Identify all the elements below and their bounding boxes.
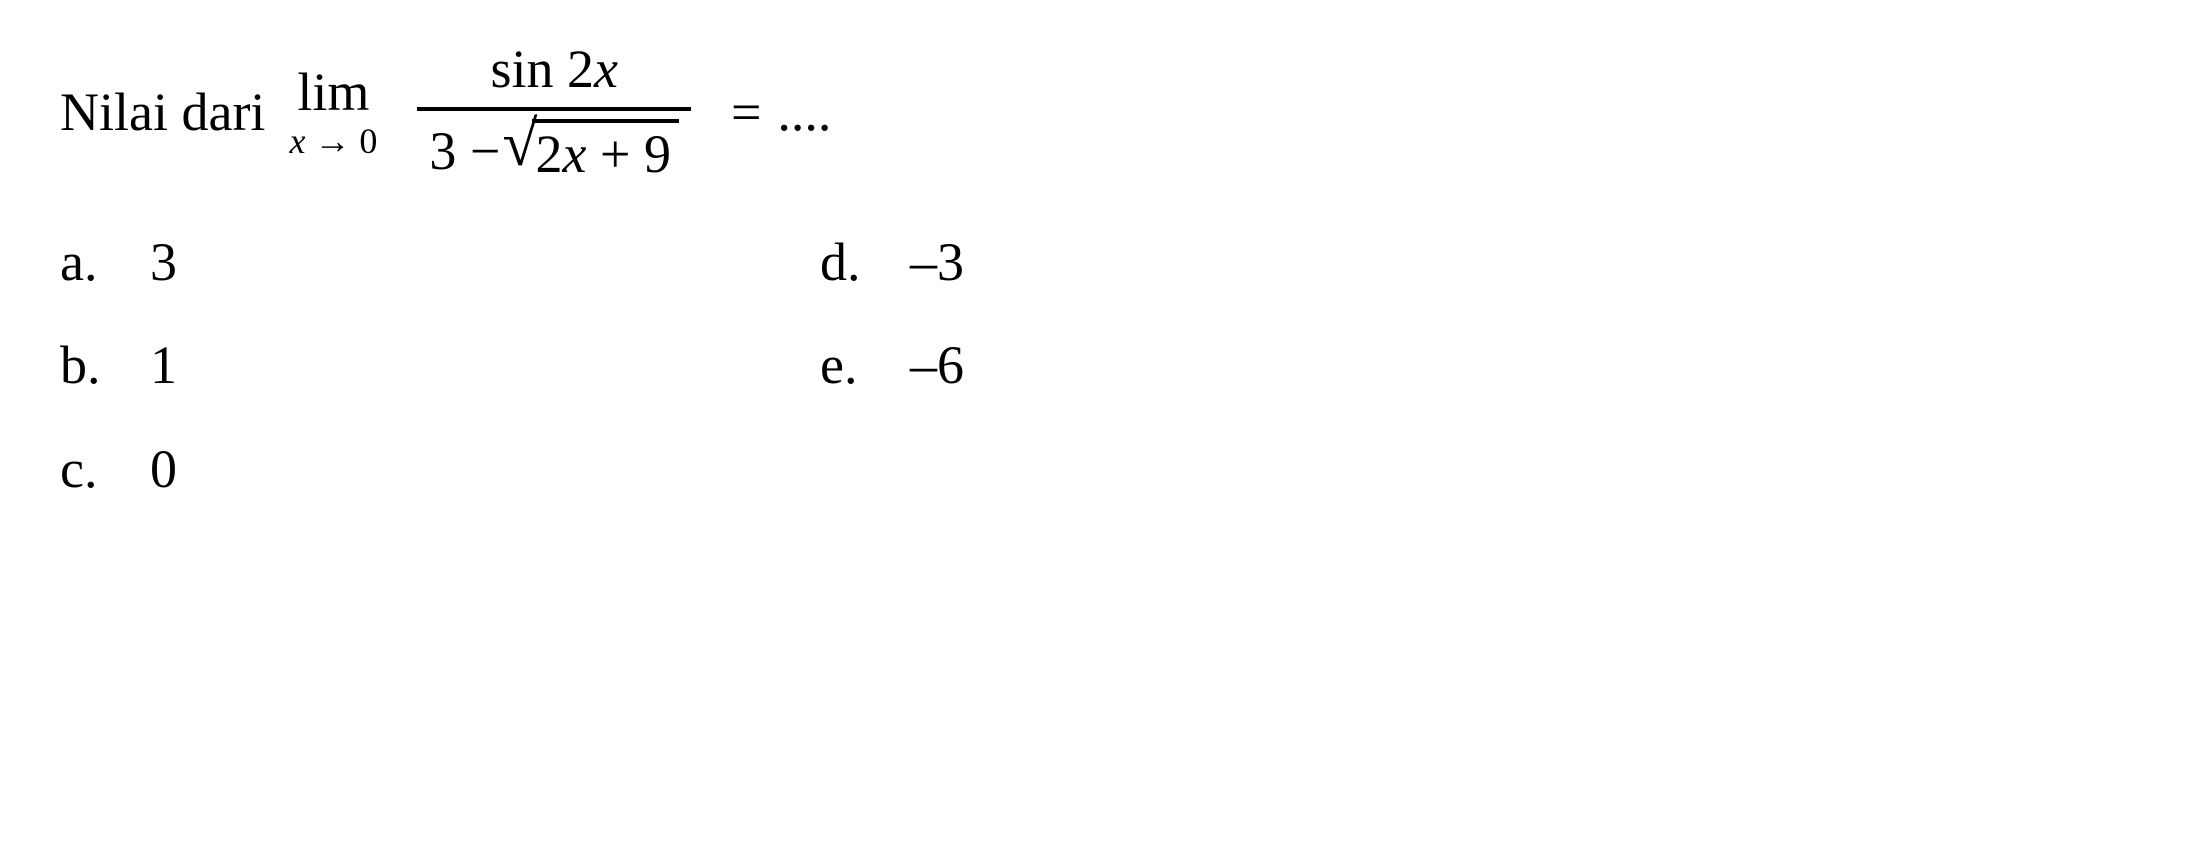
option-c: c. 0 [60, 432, 820, 508]
denom-left: 3 − [429, 122, 500, 181]
sqrt-var: x [563, 124, 587, 184]
question-suffix: = .... [731, 75, 831, 151]
arrow-icon: → [314, 120, 350, 161]
numerator-func: sin 2 [490, 39, 594, 99]
options-column-2: d. –3 e. –6 [820, 225, 964, 508]
numerator-var: x [594, 39, 618, 99]
limit-subscript: x → 0 [289, 123, 377, 159]
answer-options: a. 3 b. 1 c. 0 d. –3 e. –6 [60, 225, 2147, 508]
option-letter: c. [60, 432, 150, 508]
equals-sign: = [731, 75, 761, 151]
sqrt-coeff: 2 [536, 124, 563, 184]
option-value: –6 [910, 328, 964, 404]
math-question: Nilai dari lim x → 0 sin 2x 3 − √ 2x + 9 [60, 40, 2147, 508]
options-column-1: a. 3 b. 1 c. 0 [60, 225, 820, 508]
option-letter: b. [60, 328, 150, 404]
sqrt-rest: + 9 [586, 124, 670, 184]
fraction-block: sin 2x 3 − √ 2x + 9 [417, 40, 691, 185]
option-value: 1 [150, 328, 177, 404]
question-prefix: Nilai dari [60, 75, 265, 151]
sqrt-radicand: 2x + 9 [532, 119, 679, 184]
answer-blank-dots: .... [777, 75, 831, 151]
option-d: d. –3 [820, 225, 964, 301]
sqrt-icon: √ [502, 117, 537, 171]
option-letter: a. [60, 225, 150, 301]
fraction-numerator: sin 2x [478, 40, 630, 107]
limit-target: 0 [359, 121, 377, 161]
fraction-denominator: 3 − √ 2x + 9 [417, 111, 691, 184]
option-letter: d. [820, 225, 910, 301]
option-b: b. 1 [60, 328, 820, 404]
option-a: a. 3 [60, 225, 820, 301]
limit-variable: x [289, 121, 305, 161]
option-value: 3 [150, 225, 177, 301]
limit-label: lim [297, 65, 369, 119]
option-value: 0 [150, 432, 177, 508]
limit-operator: lim x → 0 [289, 65, 377, 159]
question-expression-line: Nilai dari lim x → 0 sin 2x 3 − √ 2x + 9 [60, 40, 2147, 185]
option-letter: e. [820, 328, 910, 404]
option-e: e. –6 [820, 328, 964, 404]
option-value: –3 [910, 225, 964, 301]
sqrt-block: √ 2x + 9 [502, 119, 679, 184]
